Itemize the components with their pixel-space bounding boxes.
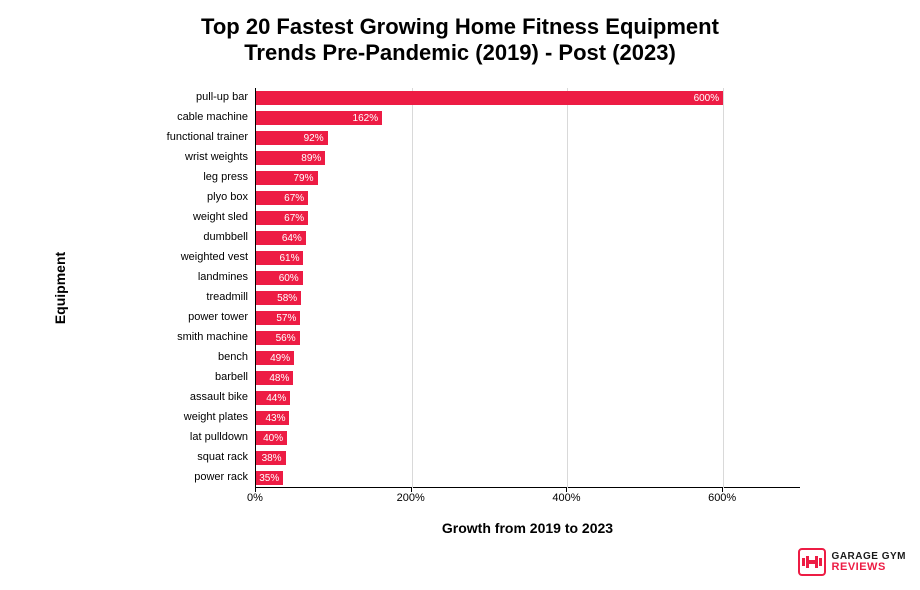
x-axis-label: Growth from 2019 to 2023 bbox=[255, 520, 800, 536]
bar-value-label: 89% bbox=[301, 153, 321, 164]
category-label: bench bbox=[218, 351, 248, 363]
category-label: assault bike bbox=[190, 391, 248, 403]
xtick-label: 400% bbox=[552, 492, 580, 504]
category-label: smith machine bbox=[177, 331, 248, 343]
category-label: lat pulldown bbox=[190, 431, 248, 443]
bar: 48% bbox=[256, 371, 293, 385]
bar: 57% bbox=[256, 311, 300, 325]
brand-logo: GARAGE GYM REVIEWS bbox=[798, 548, 906, 576]
xtick-label: 200% bbox=[397, 492, 425, 504]
xtick-label: 600% bbox=[708, 492, 736, 504]
bar-value-label: 44% bbox=[266, 393, 286, 404]
bar: 61% bbox=[256, 251, 303, 265]
category-label: cable machine bbox=[177, 111, 248, 123]
bar: 162% bbox=[256, 111, 382, 125]
category-label: weighted vest bbox=[181, 251, 248, 263]
category-label: wrist weights bbox=[185, 151, 248, 163]
category-label: barbell bbox=[215, 371, 248, 383]
category-label: power rack bbox=[194, 471, 248, 483]
category-label: functional trainer bbox=[167, 131, 248, 143]
chart-title: Top 20 Fastest Growing Home Fitness Equi… bbox=[0, 0, 920, 73]
bar-value-label: 67% bbox=[284, 193, 304, 204]
category-label: pull-up bar bbox=[196, 91, 248, 103]
gridline bbox=[412, 88, 413, 488]
dumbbell-icon bbox=[798, 548, 826, 576]
bar-value-label: 64% bbox=[282, 233, 302, 244]
bar-value-label: 40% bbox=[263, 433, 283, 444]
plot-region: 600% 162% 92% 89% 79% 67% 67% 64% 61% 60% 58% 57% 56… bbox=[255, 88, 800, 488]
chart-area: Equipment 600%162%92%89%79%67%67%64%61%6… bbox=[110, 88, 800, 508]
category-label: dumbbell bbox=[203, 231, 248, 243]
category-label: weight plates bbox=[184, 411, 248, 423]
bar-value-label: 60% bbox=[279, 273, 299, 284]
bar-value-label: 49% bbox=[270, 353, 290, 364]
title-line-2: Trends Pre-Pandemic (2019) - Post (2023) bbox=[40, 40, 880, 66]
bar: 89% bbox=[256, 151, 325, 165]
logo-text: GARAGE GYM REVIEWS bbox=[832, 552, 906, 572]
bar: 600% bbox=[256, 91, 723, 105]
bar: 43% bbox=[256, 411, 289, 425]
gridline bbox=[567, 88, 568, 488]
bar-value-label: 38% bbox=[262, 453, 282, 464]
bar: 35% bbox=[256, 471, 283, 485]
bar: 64% bbox=[256, 231, 306, 245]
bar-value-label: 35% bbox=[259, 473, 279, 484]
bar-value-label: 48% bbox=[269, 373, 289, 384]
bar: 67% bbox=[256, 191, 308, 205]
title-line-1: Top 20 Fastest Growing Home Fitness Equi… bbox=[40, 14, 880, 40]
bar: 38% bbox=[256, 451, 286, 465]
bar-value-label: 92% bbox=[304, 133, 324, 144]
bar-value-label: 43% bbox=[265, 413, 285, 424]
bar: 56% bbox=[256, 331, 300, 345]
category-label: squat rack bbox=[197, 451, 248, 463]
bar: 44% bbox=[256, 391, 290, 405]
logo-line-2: REVIEWS bbox=[832, 562, 906, 572]
bar-value-label: 79% bbox=[293, 173, 313, 184]
category-label: power tower bbox=[188, 311, 248, 323]
bar: 49% bbox=[256, 351, 294, 365]
bar-value-label: 67% bbox=[284, 213, 304, 224]
category-label: treadmill bbox=[206, 291, 248, 303]
category-label: leg press bbox=[203, 171, 248, 183]
y-axis-label-wrap: Equipment bbox=[50, 88, 70, 488]
bar-value-label: 600% bbox=[694, 93, 720, 104]
bar-value-label: 162% bbox=[353, 113, 379, 124]
y-axis-label: Equipment bbox=[52, 252, 68, 324]
bar: 92% bbox=[256, 131, 328, 145]
bar: 67% bbox=[256, 211, 308, 225]
bar: 58% bbox=[256, 291, 301, 305]
bar: 60% bbox=[256, 271, 303, 285]
bar-value-label: 56% bbox=[276, 333, 296, 344]
gridline bbox=[723, 88, 724, 488]
bar-value-label: 61% bbox=[279, 253, 299, 264]
category-label: landmines bbox=[198, 271, 248, 283]
category-label: plyo box bbox=[207, 191, 248, 203]
bar: 79% bbox=[256, 171, 318, 185]
bar-value-label: 58% bbox=[277, 293, 297, 304]
category-label: weight sled bbox=[193, 211, 248, 223]
bar-value-label: 57% bbox=[276, 313, 296, 324]
xtick-label: 0% bbox=[247, 492, 263, 504]
bar: 40% bbox=[256, 431, 287, 445]
